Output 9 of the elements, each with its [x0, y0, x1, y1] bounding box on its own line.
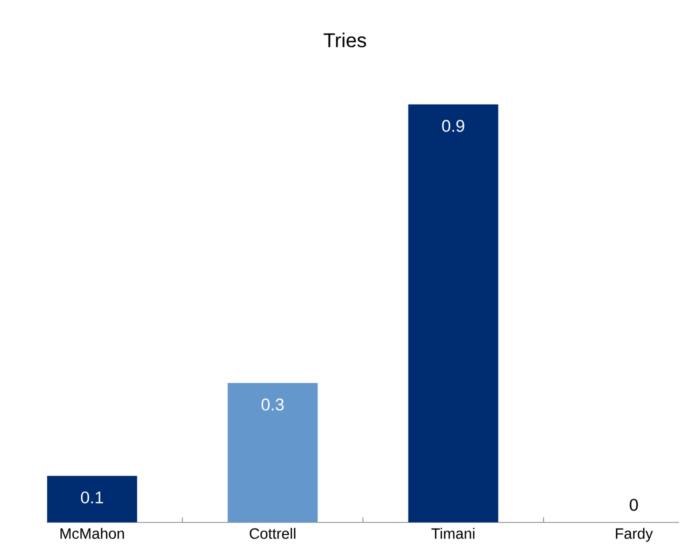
x-tick-label: Timani [431, 528, 474, 539]
data-label: 0.9 [442, 120, 464, 132]
chart-title: Tries [324, 32, 366, 48]
x-tick-label: McMahon [60, 528, 124, 539]
data-label: 0.3 [262, 398, 284, 411]
data-label: 0 [630, 498, 638, 511]
x-tick-label: Fardy [616, 528, 653, 542]
data-label: 0.1 [80, 491, 104, 504]
x-tick-label: Cottrell [250, 528, 296, 539]
